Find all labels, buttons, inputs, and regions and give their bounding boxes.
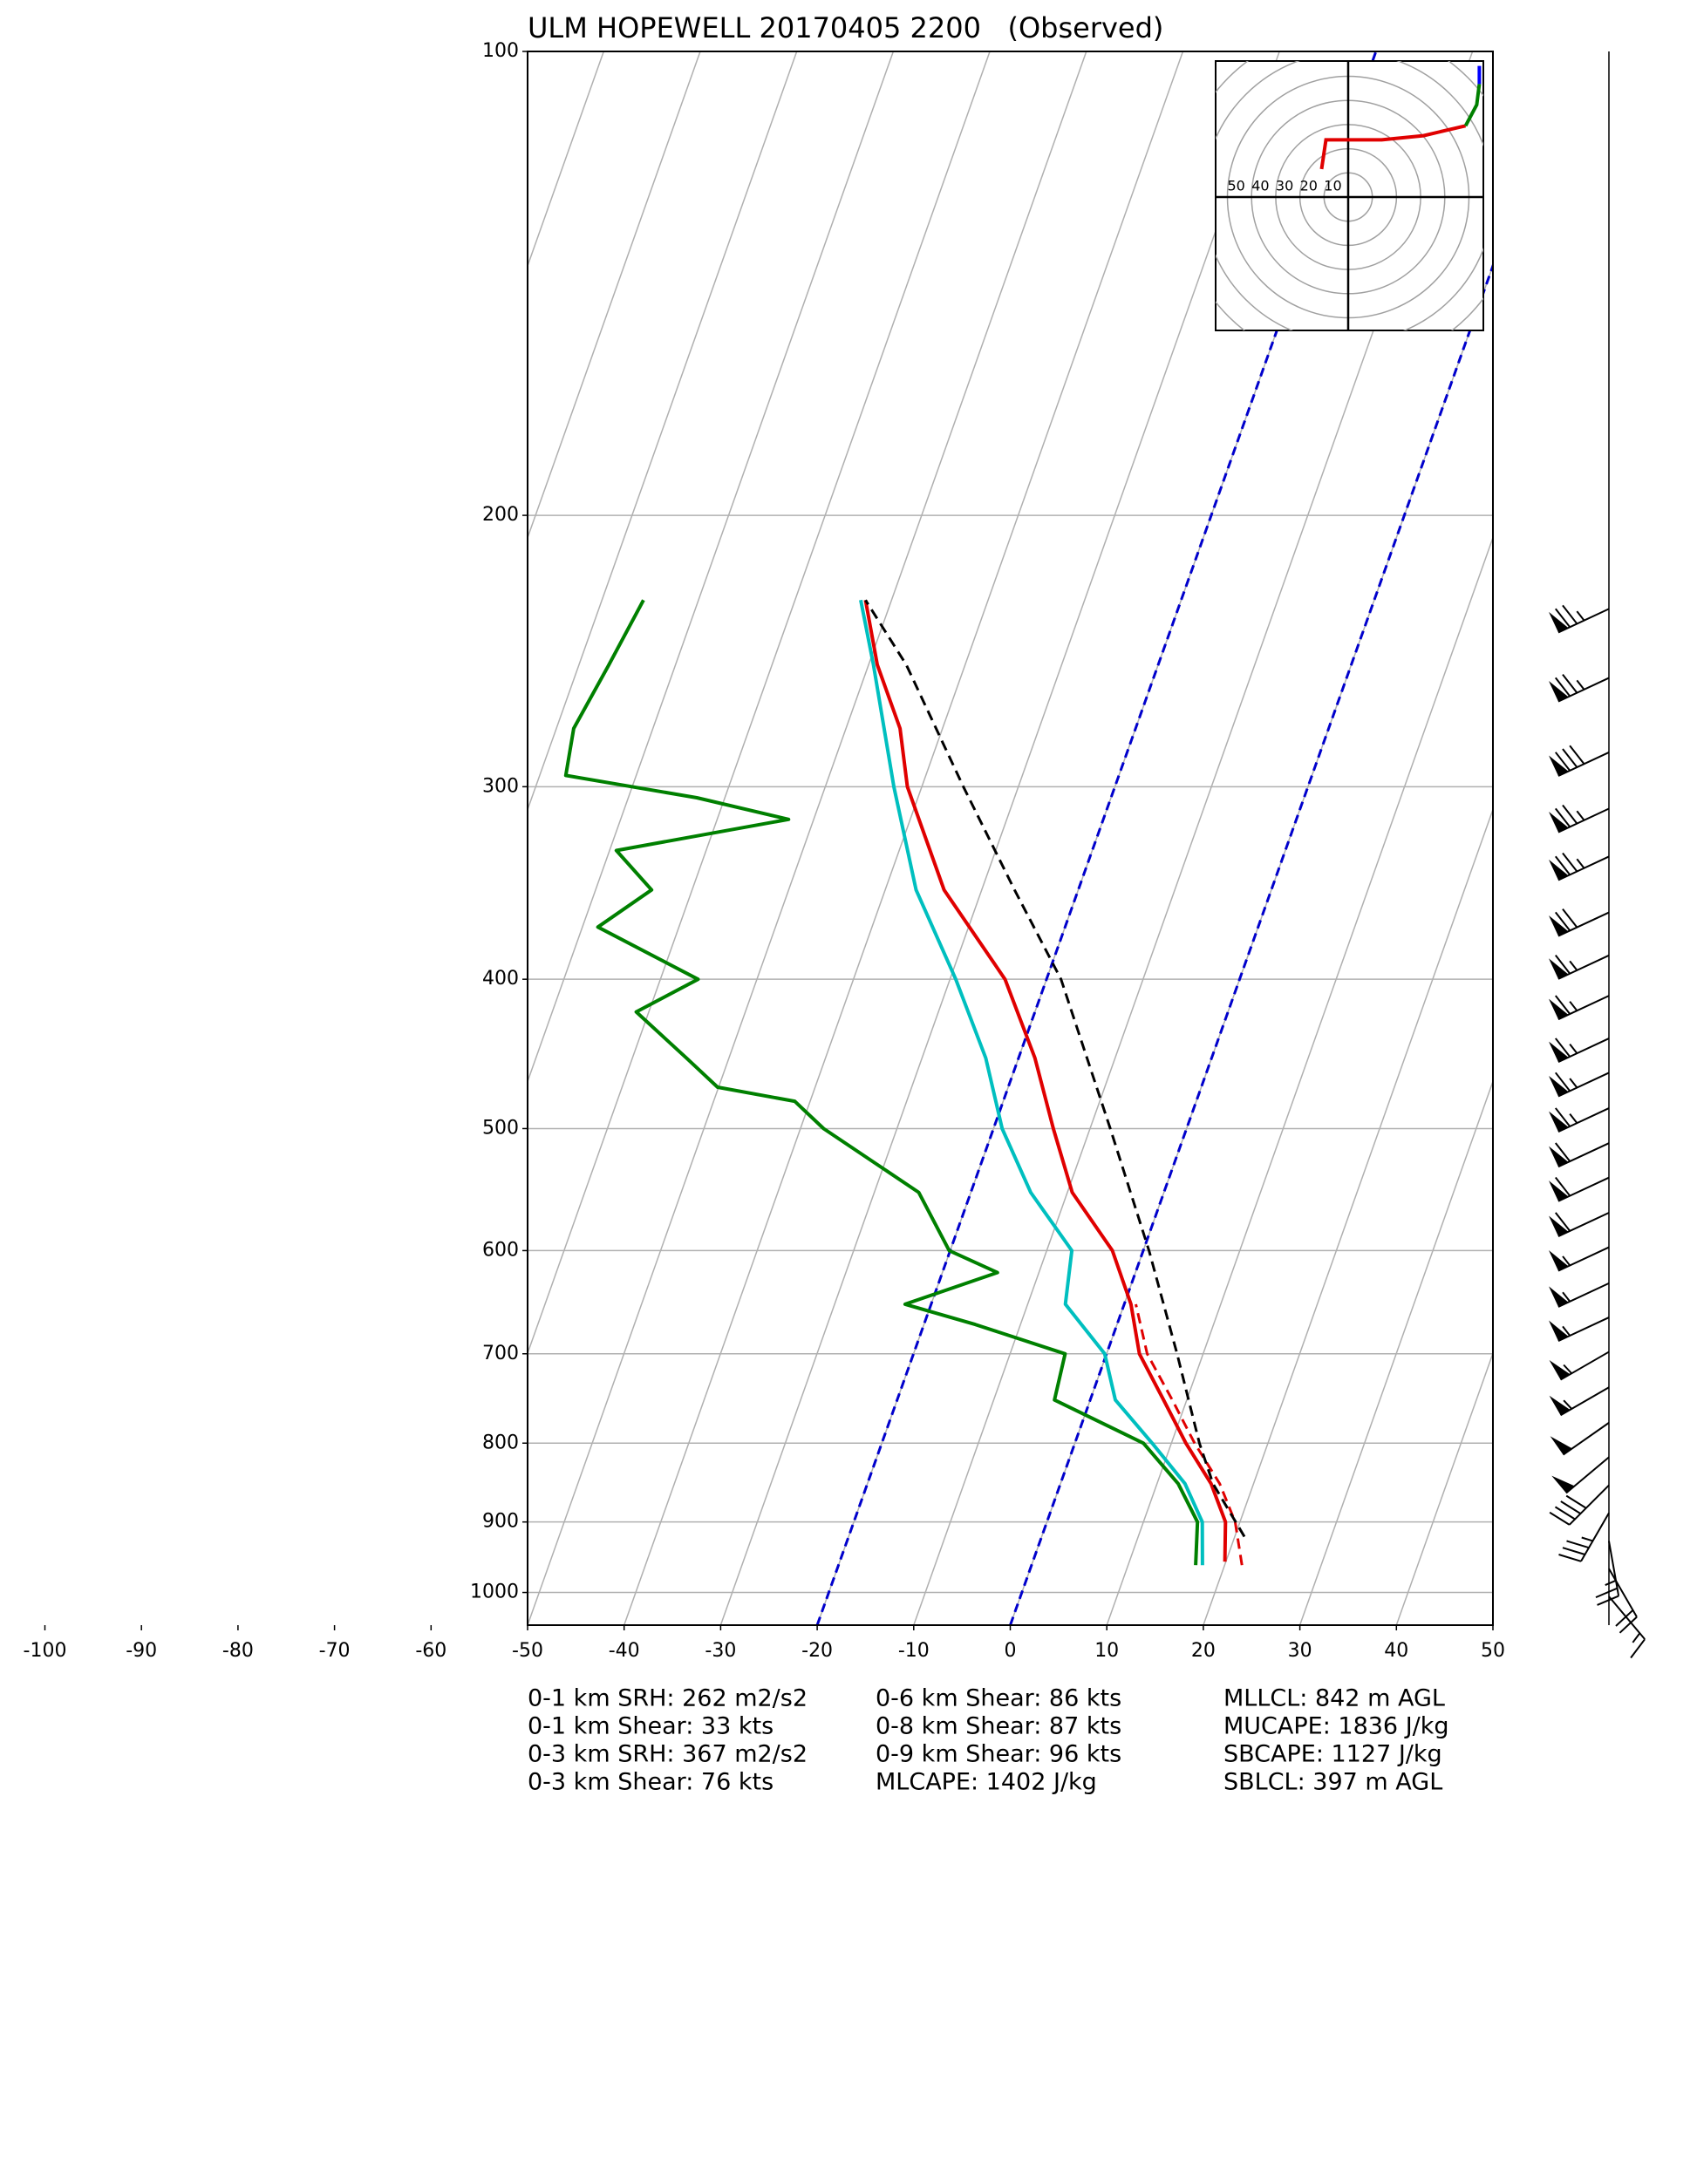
y-tick-label: 1000 [470,1582,519,1603]
y-tick-label: 700 [482,1343,519,1364]
hodo-ring-label: 20 [1300,178,1318,194]
x-tick-label: -30 [705,1640,736,1662]
y-tick-label: 200 [482,504,519,526]
y-tick-label: 900 [482,1511,519,1533]
y-tick-label: 500 [482,1117,519,1139]
hodo-ring-label: 40 [1251,178,1269,194]
stat-text: 0-3 km Shear: 76 kts [528,1769,774,1796]
x-tick-label: 20 [1191,1640,1216,1662]
x-tick-label: -60 [415,1640,446,1662]
x-tick-label: -90 [126,1640,157,1662]
stat-text: 0-9 km Shear: 96 kts [876,1741,1121,1768]
x-tick-label: 50 [1481,1640,1505,1662]
stat-text: SBLCL: 397 m AGL [1223,1769,1442,1796]
chart-title: ULM HOPEWELL 20170405 2200 (Observed) [528,11,1163,44]
y-tick-label: 400 [482,968,519,990]
y-tick-label: 100 [482,40,519,62]
stat-text: 0-1 km Shear: 33 kts [528,1713,774,1740]
stats: 0-1 km SRH: 262 m2/s20-1 km Shear: 33 kt… [528,1685,1449,1796]
x-tick-label: -70 [319,1640,351,1662]
stat-text: MLCAPE: 1402 J/kg [876,1769,1097,1796]
x-tick-label: -100 [24,1640,67,1662]
x-tick-label: -20 [801,1640,833,1662]
y-tick-label: 600 [482,1239,519,1261]
stat-text: MLLCL: 842 m AGL [1223,1685,1445,1712]
x-tick-label: -10 [898,1640,930,1662]
stat-text: MUCAPE: 1836 J/kg [1223,1713,1449,1740]
x-tick-label: 10 [1094,1640,1119,1662]
y-tick-label: 800 [482,1432,519,1453]
x-tick-label: -40 [609,1640,640,1662]
stat-text: 0-6 km Shear: 86 kts [876,1685,1121,1712]
hodo-ring-label: 30 [1276,178,1293,194]
y-tick-label: 300 [482,775,519,797]
stat-text: 0-1 km SRH: 262 m2/s2 [528,1685,808,1712]
hodo-ring-label: 50 [1228,178,1245,194]
hodograph-frame [1216,61,1483,330]
stat-text: 0-3 km SRH: 367 m2/s2 [528,1741,808,1768]
stat-text: 0-8 km Shear: 87 kts [876,1713,1121,1740]
stat-text: SBCAPE: 1127 J/kg [1223,1741,1442,1768]
hodo-ring-label: 10 [1324,178,1341,194]
x-tick-label: 40 [1384,1640,1408,1662]
x-tick-label: -80 [222,1640,254,1662]
x-tick-label: 0 [1005,1640,1017,1662]
x-tick-label: 30 [1288,1640,1312,1662]
x-tick-label: -50 [512,1640,543,1662]
